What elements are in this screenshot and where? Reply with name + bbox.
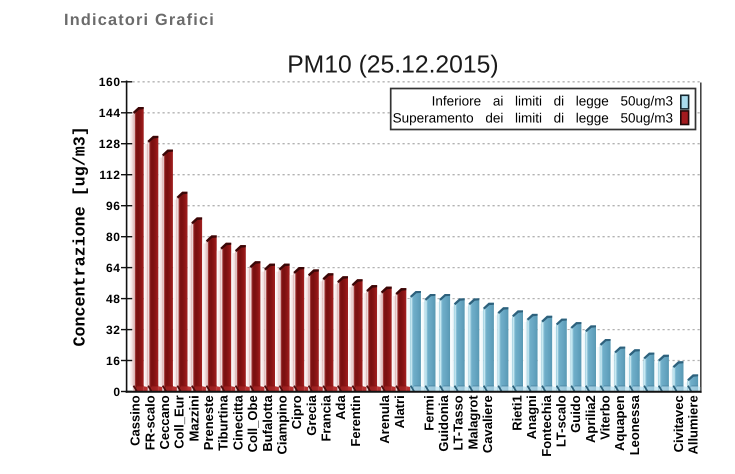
svg-text:Aquapen: Aquapen	[612, 395, 627, 451]
svg-text:0: 0	[113, 385, 120, 399]
svg-text:Coll_Eur: Coll_Eur	[172, 395, 187, 448]
svg-text:Allumiere: Allumiere	[686, 395, 701, 454]
svg-text:128: 128	[99, 137, 121, 151]
svg-text:Bufalotta: Bufalotta	[260, 395, 275, 452]
svg-text:Ciampino: Ciampino	[274, 395, 289, 454]
svg-text:Guidonia: Guidonia	[436, 395, 451, 452]
svg-text:Civitavec: Civitavec	[671, 395, 686, 452]
svg-text:Cavaliere: Cavaliere	[480, 395, 495, 453]
svg-text:FR-scalo: FR-scalo	[142, 395, 157, 450]
svg-text:Superamento dei limiti di legg: Superamento dei limiti di legge 50ug/m3	[393, 111, 673, 126]
svg-text:Inferiore ai limiti di legge 5: Inferiore ai limiti di legge 50ug/m3	[432, 94, 673, 109]
svg-text:Preneste: Preneste	[201, 395, 216, 450]
svg-text:Leonessa: Leonessa	[627, 395, 642, 456]
svg-text:Viterbo: Viterbo	[598, 395, 613, 440]
svg-text:Ceccano: Ceccano	[157, 395, 172, 449]
svg-text:80: 80	[106, 230, 121, 244]
svg-text:Ada: Ada	[333, 395, 348, 420]
svg-text:Mazzini: Mazzini	[186, 395, 201, 441]
svg-text:Cassino: Cassino	[128, 395, 143, 446]
svg-text:Fontechia: Fontechia	[539, 395, 554, 457]
svg-text:Ferentin: Ferentin	[348, 395, 363, 446]
svg-text:Francia: Francia	[319, 395, 334, 442]
svg-text:Alatri: Alatri	[392, 395, 407, 428]
svg-text:Guido: Guido	[568, 395, 583, 433]
svg-text:LT-Tasso: LT-Tasso	[451, 395, 466, 450]
svg-text:PM10 (25.12.2015): PM10 (25.12.2015)	[287, 51, 498, 78]
svg-text:16: 16	[106, 354, 121, 368]
svg-text:Cipro: Cipro	[289, 395, 304, 429]
svg-text:Coll_Obe: Coll_Obe	[245, 395, 260, 452]
svg-text:Concentrazione [ug/m3]: Concentrazione [ug/m3]	[71, 126, 90, 346]
svg-text:Cinecitta: Cinecitta	[230, 395, 245, 451]
svg-text:Fermi: Fermi	[421, 395, 436, 430]
svg-text:LT-scalo: LT-scalo	[553, 395, 568, 447]
svg-text:Indicatori Grafici: Indicatori Grafici	[64, 11, 215, 29]
svg-text:48: 48	[106, 292, 121, 306]
svg-text:Malagrot: Malagrot	[465, 395, 480, 450]
svg-text:Tiburtina: Tiburtina	[216, 395, 231, 451]
svg-text:96: 96	[106, 199, 121, 213]
svg-text:64: 64	[106, 261, 121, 275]
svg-text:Grecia: Grecia	[304, 395, 319, 436]
svg-text:Arenula: Arenula	[377, 395, 392, 444]
svg-text:144: 144	[99, 106, 121, 120]
svg-text:Anagni: Anagni	[524, 395, 539, 439]
svg-text:Rieti1: Rieti1	[509, 395, 524, 430]
svg-text:112: 112	[99, 168, 120, 182]
svg-text:32: 32	[106, 323, 121, 337]
svg-text:Aprilia2: Aprilia2	[583, 395, 598, 443]
svg-text:160: 160	[99, 75, 121, 89]
